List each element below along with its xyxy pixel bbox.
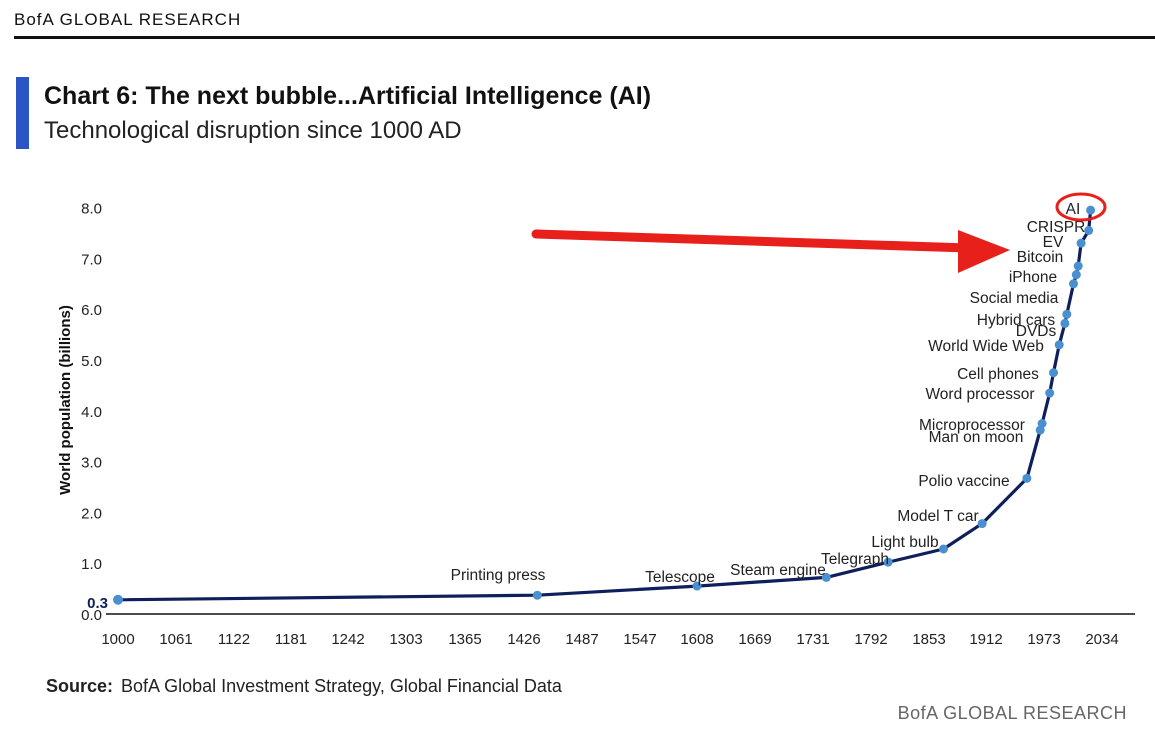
event-label: Man on moon [929, 429, 1024, 446]
event-marker [1073, 261, 1083, 271]
x-tick-label: 1912 [969, 631, 1002, 648]
event-label: iPhone [1009, 269, 1057, 286]
x-tick-label: 1853 [912, 631, 945, 648]
event-marker [1054, 340, 1064, 350]
event-marker [1071, 270, 1081, 280]
x-tick-label: 1487 [565, 631, 598, 648]
event-label: Telegraph [821, 551, 889, 568]
event-marker [1076, 238, 1086, 248]
y-tick-label: 8.0 [81, 201, 102, 218]
event-marker [883, 557, 893, 567]
event-marker [1037, 419, 1047, 428]
header-divider [14, 36, 1155, 39]
event-label: DVDs [1016, 323, 1057, 340]
event-marker [977, 519, 987, 529]
event-marker [692, 581, 702, 591]
y-tick-label: 5.0 [81, 353, 102, 370]
population-line [117, 209, 1093, 602]
x-tick-label: 1426 [507, 631, 540, 648]
x-tick-label: 1181 [275, 631, 307, 648]
event-label: Model T car [897, 508, 978, 525]
event-marker [532, 590, 542, 600]
start-value-annotation: 0.3 [87, 595, 108, 612]
event-label: Steam engine [730, 562, 826, 579]
start-point-marker [113, 594, 123, 605]
x-tick-label: 1122 [218, 631, 250, 648]
y-tick-label: 6.0 [81, 302, 102, 319]
event-label: Cell phones [957, 366, 1039, 383]
event-label: Social media [970, 290, 1059, 307]
event-label: CRISPR [1027, 219, 1086, 236]
event-marker [1022, 473, 1032, 483]
y-tick-label: 0.0 [81, 607, 102, 624]
y-tick-label: 1.0 [81, 556, 102, 573]
event-marker [1060, 318, 1070, 328]
event-marker [938, 544, 948, 554]
event-marker [1068, 279, 1078, 289]
x-tick-label: 1608 [680, 631, 713, 648]
x-tick-label: 1303 [389, 631, 422, 648]
y-axis-label: World population (billions) [57, 305, 74, 495]
x-tick-label: 1973 [1027, 631, 1060, 648]
chart-subtitle: Technological disruption since 1000 AD [44, 117, 462, 144]
x-tick-label: 1242 [331, 631, 364, 648]
source-text: BofA Global Investment Strategy, Global … [121, 676, 562, 696]
ai-highlight-circle [1055, 192, 1107, 222]
x-tick-label: 1547 [623, 631, 656, 648]
event-marker [1062, 309, 1072, 319]
event-label: Telescope [645, 569, 715, 586]
event-label: Bitcoin [1017, 249, 1064, 266]
event-label: EV [1043, 234, 1064, 251]
x-tick-label: 1365 [448, 631, 481, 648]
source-note: Source: BofA Global Investment Strategy, … [46, 676, 562, 697]
source-label: Source: [46, 676, 114, 696]
brand-header: BofA GLOBAL RESEARCH [14, 10, 242, 29]
event-label: Microprocessor [919, 417, 1025, 434]
y-tick-label: 2.0 [81, 505, 102, 522]
x-tick-label: 1669 [738, 631, 771, 648]
event-label: Polio vaccine [918, 473, 1009, 490]
y-tick-label: 3.0 [81, 455, 102, 472]
x-tick-label: 1000 [101, 631, 134, 648]
event-label: AI [1066, 201, 1081, 218]
event-label: Light bulb [871, 534, 938, 551]
event-label: Printing press [451, 567, 546, 584]
title-accent-bar [16, 77, 29, 149]
x-tick-label: 1061 [159, 631, 192, 648]
x-tick-label: 2034 [1085, 631, 1118, 648]
brand-footer: BofA GLOBAL RESEARCH [897, 703, 1127, 723]
event-label: Hybrid cars [977, 312, 1056, 329]
event-marker [1049, 368, 1059, 378]
x-tick-label: 1731 [796, 631, 829, 648]
event-marker [1045, 388, 1055, 398]
red-arrow-head [958, 230, 1010, 273]
event-marker [1084, 225, 1094, 235]
event-label: World Wide Web [928, 338, 1044, 355]
event-marker [1086, 205, 1096, 215]
chart-title: Chart 6: The next bubble...Artificial In… [44, 82, 652, 110]
red-arrow-shaft [531, 229, 973, 253]
y-tick-label: 4.0 [81, 404, 102, 421]
event-marker [821, 572, 831, 582]
y-tick-label: 7.0 [81, 251, 102, 268]
event-label: Word processor [925, 386, 1034, 403]
x-tick-label: 1792 [854, 631, 887, 648]
